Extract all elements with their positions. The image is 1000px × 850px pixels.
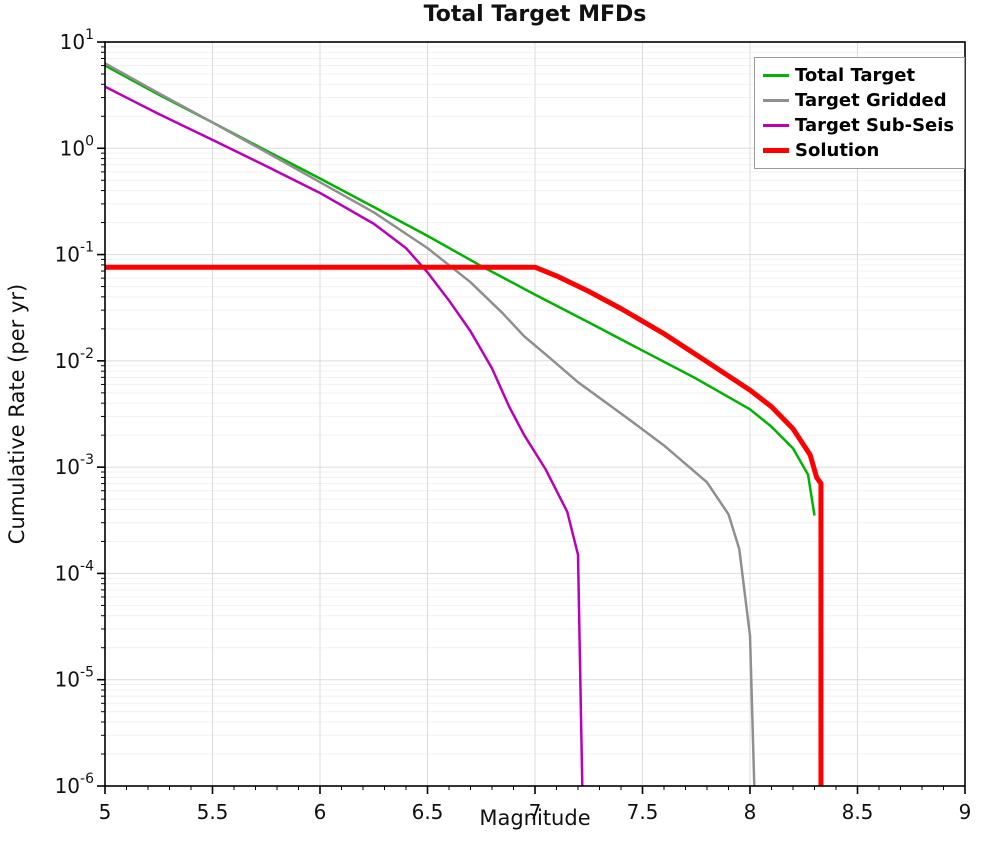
x-tick-label: 8 bbox=[744, 800, 757, 824]
legend-label: Solution bbox=[795, 140, 880, 161]
legend-item: Target Gridded bbox=[763, 88, 954, 113]
legend-swatch bbox=[763, 148, 789, 153]
series-solution bbox=[105, 264, 824, 786]
legend-item: Target Sub-Seis bbox=[763, 113, 954, 138]
y-tick-label: 101 bbox=[60, 27, 94, 54]
legend-item: Solution bbox=[763, 138, 954, 163]
y-tick-label: 10-4 bbox=[55, 558, 95, 585]
legend-label: Target Sub-Seis bbox=[795, 115, 955, 136]
legend-label: Target Gridded bbox=[795, 90, 947, 111]
x-tick-label: 6.5 bbox=[412, 800, 444, 824]
tick-labels: 5 5.5 6 6.5 7 7.5 8 8.5 9 101 100 10-1 10-2 10-3 10-4 1… bbox=[55, 27, 972, 824]
y-tick-label: 10-6 bbox=[55, 771, 95, 798]
x-axis-label: Magnitude bbox=[479, 806, 591, 830]
series-target-sub-seis bbox=[104, 85, 584, 787]
legend-swatch bbox=[763, 124, 789, 127]
chart-title: Total Target MFDs bbox=[423, 2, 647, 27]
series-target-gridded bbox=[104, 62, 756, 787]
legend-item: Total Target bbox=[763, 63, 954, 88]
legend-label: Total Target bbox=[795, 65, 916, 86]
y-axis-label: Cumulative Rate (per yr) bbox=[5, 283, 29, 545]
x-tick-label: 9 bbox=[959, 800, 972, 824]
x-tick-label: 8.5 bbox=[842, 800, 874, 824]
y-tick-label: 10-2 bbox=[55, 346, 94, 373]
legend-swatch bbox=[763, 99, 789, 102]
x-tick-label: 6 bbox=[314, 800, 327, 824]
y-tick-label: 10-3 bbox=[55, 452, 94, 479]
x-tick-label: 5.5 bbox=[197, 800, 229, 824]
series-lines bbox=[104, 62, 824, 787]
y-tick-label: 10-5 bbox=[55, 665, 94, 692]
legend: Total Target Target Gridded Target Sub-Sei… bbox=[754, 57, 966, 169]
axes bbox=[97, 41, 966, 794]
legend-swatch bbox=[763, 74, 789, 77]
y-tick-label: 100 bbox=[60, 133, 94, 160]
series-total-target bbox=[104, 64, 816, 516]
y-tick-label: 10-1 bbox=[55, 240, 94, 267]
x-tick-label: 7.5 bbox=[627, 800, 659, 824]
x-tick-label: 7 bbox=[529, 800, 542, 824]
x-tick-label: 5 bbox=[99, 800, 112, 824]
